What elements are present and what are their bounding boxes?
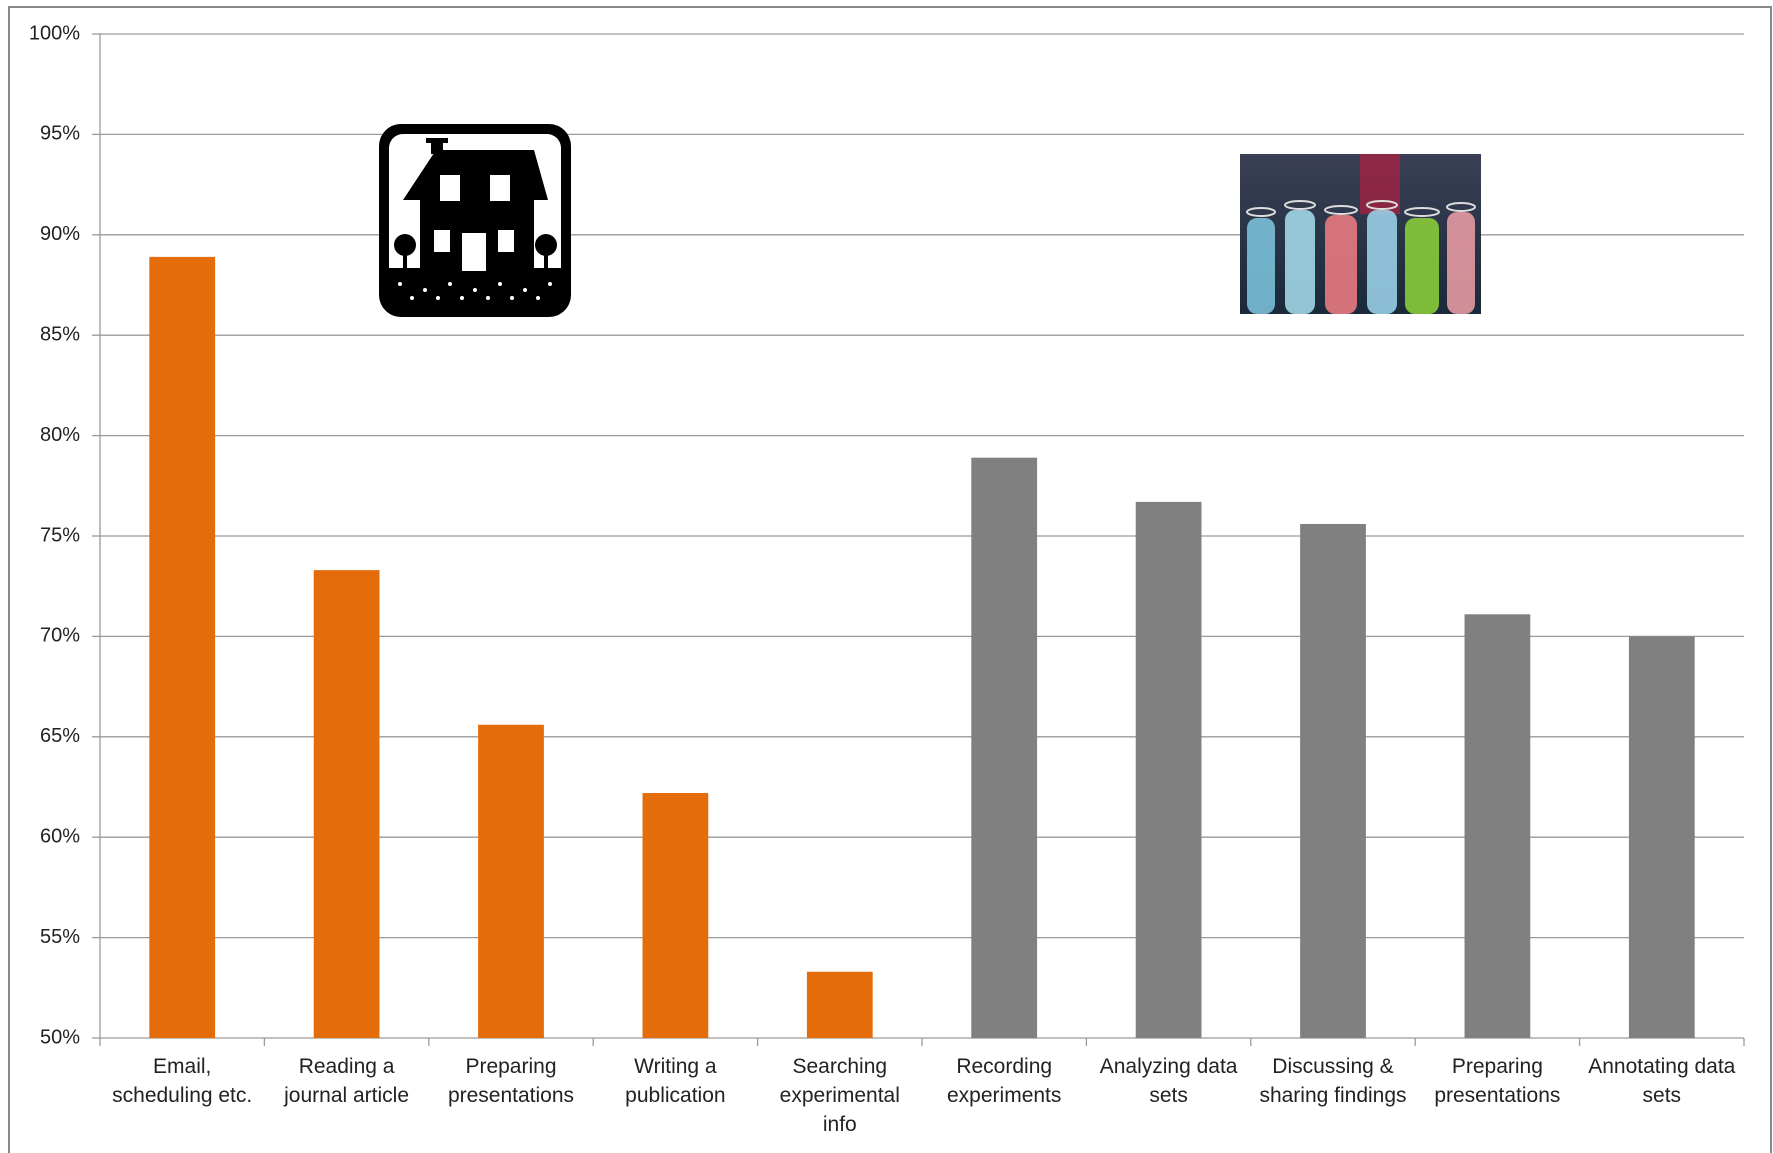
y-tick-label: 80% [40, 424, 80, 446]
bar [478, 724, 544, 1038]
x-tick-label: Searching experimental info [779, 1055, 900, 1136]
y-tick-label: 65% [40, 725, 80, 747]
bar [642, 793, 709, 1038]
bar [149, 256, 216, 1038]
x-tick-label: Preparing presentations [447, 1055, 575, 1107]
x-tick-label: Reading a journal article [284, 1055, 410, 1107]
bar [1135, 501, 1202, 1038]
y-tick-label: 60% [40, 825, 80, 847]
bar [313, 570, 380, 1038]
x-tick-label: Email, scheduling etc. [112, 1055, 253, 1107]
y-tick-label: 55% [40, 926, 80, 948]
chart-border [8, 6, 1772, 1153]
x-tick-label: Analyzing data sets [1099, 1055, 1238, 1107]
x-tick-label: Annotating data sets [1588, 1055, 1736, 1107]
bar [1300, 523, 1366, 1038]
x-tick-label: Preparing presentations [1434, 1055, 1561, 1107]
y-tick-label: 100% [29, 22, 80, 44]
y-tick-label: 95% [40, 123, 80, 145]
test-tubes-image [1240, 154, 1481, 314]
y-tick-label: 50% [40, 1026, 80, 1048]
y-tick-label: 70% [40, 625, 80, 647]
x-tick-label: Discussing & sharing findings [1259, 1055, 1407, 1107]
bar [1464, 614, 1531, 1038]
bar [1628, 636, 1695, 1038]
y-tick-label: 85% [40, 323, 80, 345]
bar [806, 971, 873, 1038]
y-tick-label: 90% [40, 223, 80, 245]
house-icon [379, 124, 571, 317]
x-tick-label: Recording experiments [947, 1055, 1062, 1107]
x-tick-label: Writing a publication [625, 1055, 726, 1107]
y-tick-label: 75% [40, 524, 80, 546]
bar [971, 457, 1038, 1038]
